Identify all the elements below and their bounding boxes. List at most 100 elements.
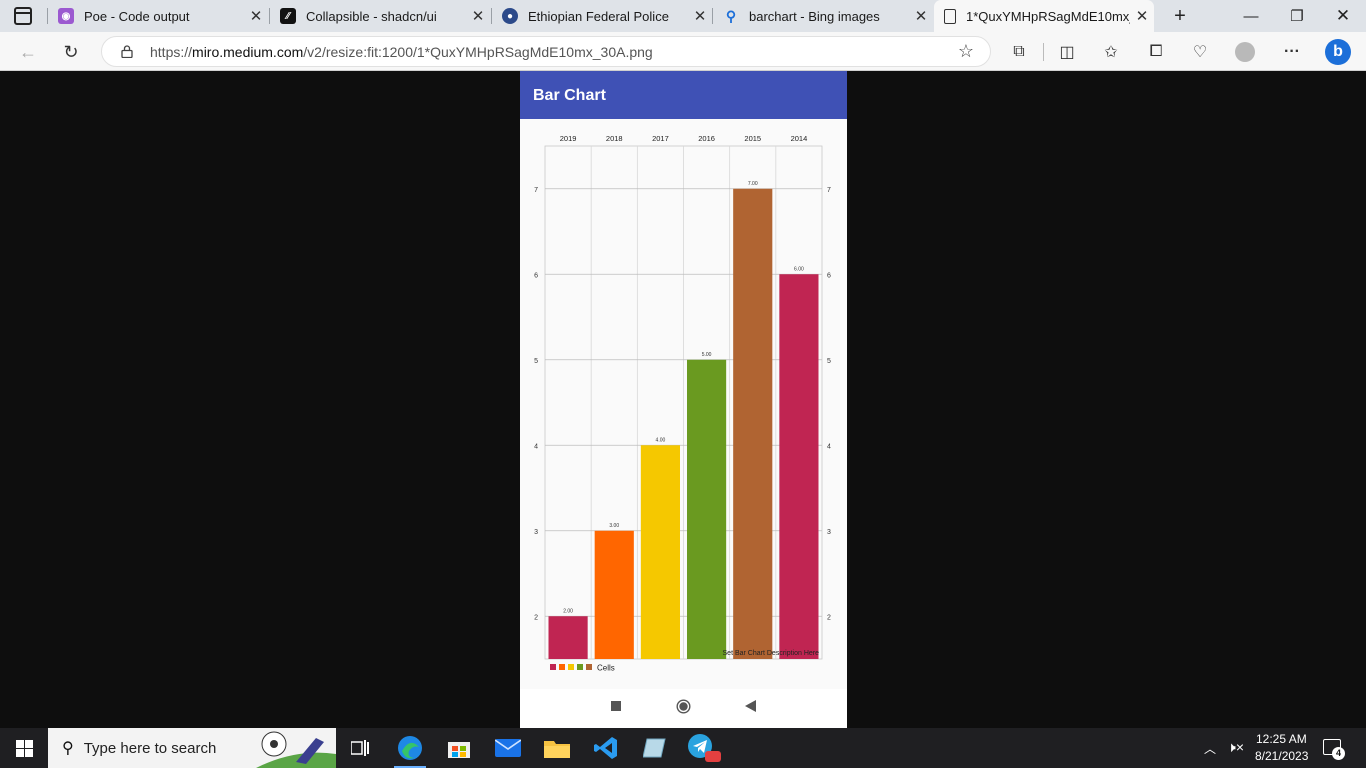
vscode-icon[interactable] (582, 728, 630, 768)
legend-swatch (568, 664, 574, 670)
close-window-button[interactable]: ✕ (1335, 6, 1351, 25)
legend-swatch (586, 664, 592, 670)
tab-separator (47, 8, 48, 24)
android-nav-bar (520, 689, 847, 728)
legend-swatch (550, 664, 556, 670)
toolbar-divider (1043, 43, 1044, 61)
document-icon (944, 8, 956, 24)
bar-2016 (687, 359, 727, 659)
y-tick-label-left: 2 (534, 614, 538, 621)
clock-time[interactable]: 12:25 AM (1256, 732, 1307, 746)
y-tick-label-right: 7 (827, 187, 831, 194)
show-hidden-icons-chevron-icon[interactable]: ︿ (1204, 742, 1217, 756)
file-explorer-icon[interactable] (533, 728, 581, 768)
split-screen-icon[interactable]: ◫ (1059, 44, 1075, 61)
close-icon[interactable]: ✕ (1135, 8, 1149, 25)
restore-button[interactable]: ❐ (1290, 8, 1304, 25)
taskbar-search-box[interactable]: ⚲ Type here to search (48, 728, 336, 768)
windows-start-button[interactable] (0, 728, 48, 768)
extensions-icon[interactable]: ⧉ (1013, 43, 1025, 60)
bar-2018 (594, 530, 634, 659)
profile-avatar[interactable] (1235, 42, 1255, 62)
telegram-icon[interactable]: 50 (680, 728, 728, 768)
search-highlight-soccer-icon (256, 731, 336, 768)
close-icon[interactable]: ✕ (471, 8, 485, 25)
new-tab-button[interactable]: + (1174, 4, 1186, 27)
x-tick-label: 2015 (744, 134, 761, 143)
x-tick-label: 2017 (652, 134, 669, 143)
tab-title: Collapsible - shadcn/ui (306, 8, 437, 24)
y-tick-label-left: 7 (534, 187, 538, 194)
tab-strip: ◉ Poe - Code output ✕ ⁄⁄ Collapsible - s… (0, 0, 1366, 32)
bar-value-label: 2.00 (563, 608, 573, 614)
volume-muted-icon[interactable]: 🕨× (1227, 739, 1244, 755)
edge-browser-icon[interactable] (386, 728, 434, 768)
x-tick-label: 2014 (791, 134, 808, 143)
tab-separator (712, 8, 713, 24)
address-bar[interactable]: https://miro.medium.com/v2/resize:fit:12… (101, 36, 991, 67)
page-viewport: Bar Chart 2 2 3 3 4 4 5 5 6 6 7 7 2.00 2019 3.00 2018 4.… (0, 71, 1366, 728)
bar-value-label: 7.00 (748, 181, 758, 187)
tab-image-active[interactable]: 1*QuxYMHpRSagMdE10mx_30A.png ✕ (934, 0, 1154, 32)
x-tick-label: 2016 (698, 134, 715, 143)
back-triangle-icon[interactable] (745, 700, 756, 712)
folder-glyph (544, 741, 570, 758)
task-view-glyph (351, 740, 369, 756)
tab-actions-icon[interactable] (14, 7, 32, 25)
notification-center-icon[interactable]: 4 (1323, 739, 1345, 760)
tab-poe[interactable]: ◉ Poe - Code output ✕ (48, 0, 268, 32)
tab-separator (269, 8, 270, 24)
url-host: miro.medium.com (192, 44, 304, 60)
bar-value-label: 5.00 (702, 352, 712, 358)
edge-glyph (398, 736, 422, 760)
refresh-button[interactable]: ↻ (63, 41, 79, 62)
home-circle-icon[interactable] (676, 699, 691, 714)
app-bar: Bar Chart (520, 71, 847, 119)
favorites-icon[interactable]: ✩ (1104, 44, 1118, 61)
y-tick-label-right: 6 (827, 272, 831, 279)
recents-square-icon[interactable] (611, 701, 621, 711)
bing-copilot-icon[interactable]: b (1325, 39, 1351, 65)
windows-logo-icon (15, 739, 33, 757)
y-tick-label-left: 3 (534, 529, 538, 536)
close-icon[interactable]: ✕ (693, 8, 707, 25)
tab-title: Ethiopian Federal Police (528, 8, 669, 24)
back-button[interactable]: ← (19, 41, 37, 62)
url-text[interactable]: https://miro.medium.com/v2/resize:fit:12… (150, 44, 653, 60)
close-icon[interactable]: ✕ (249, 8, 263, 25)
tab-ethiopian-police[interactable]: ● Ethiopian Federal Police ✕ (492, 0, 712, 32)
collections-icon[interactable]: ⧠ (1149, 43, 1163, 60)
url-path: /v2/resize:fit:1200/1*QuxYMHpRSagMdE10mx… (303, 44, 653, 60)
y-tick-label-right: 2 (827, 614, 831, 621)
tab-title: Poe - Code output (84, 8, 190, 24)
x-tick-label: 2019 (560, 134, 577, 143)
phone-screenshot: Bar Chart 2 2 3 3 4 4 5 5 6 6 7 7 2.00 2019 3.00 2018 4.… (520, 71, 847, 728)
clock-date[interactable]: 8/21/2023 (1255, 749, 1309, 763)
browser-essentials-icon[interactable]: ♡ (1192, 44, 1208, 61)
task-view-icon[interactable] (336, 728, 384, 768)
more-options-icon[interactable]: ··· (1284, 43, 1300, 60)
bar-value-label: 6.00 (794, 266, 804, 272)
legend-label: Cells (597, 664, 615, 673)
lock-icon[interactable] (121, 45, 133, 58)
police-emblem-icon: ● (502, 8, 518, 24)
search-icon: ⚲ (62, 740, 74, 757)
mail-icon[interactable] (484, 728, 532, 768)
favorite-star-icon[interactable]: ☆ (957, 41, 974, 61)
y-tick-label-left: 5 (534, 358, 538, 365)
tab-title: barchart - Bing images (749, 8, 880, 24)
close-icon[interactable]: ✕ (914, 8, 928, 25)
tab-shadcn[interactable]: ⁄⁄ Collapsible - shadcn/ui ✕ (270, 0, 490, 32)
bar-value-label: 4.00 (656, 437, 666, 443)
snipping-tool-icon[interactable] (631, 728, 679, 768)
vscode-glyph (594, 737, 617, 759)
y-tick-label-left: 4 (534, 443, 538, 450)
minimize-button[interactable]: — (1243, 7, 1259, 25)
bar-2015 (733, 188, 773, 659)
telegram-glyph (688, 734, 721, 762)
shadcn-icon: ⁄⁄ (280, 8, 296, 24)
bar-chart: 2 2 3 3 4 4 5 5 6 6 7 7 2.00 2019 3.00 2018 4.00 2017 5.00… (534, 134, 831, 673)
tab-bing-images[interactable]: ⚲ barchart - Bing images ✕ (713, 0, 933, 32)
microsoft-store-icon[interactable] (435, 728, 483, 768)
x-tick-label: 2018 (606, 134, 623, 143)
